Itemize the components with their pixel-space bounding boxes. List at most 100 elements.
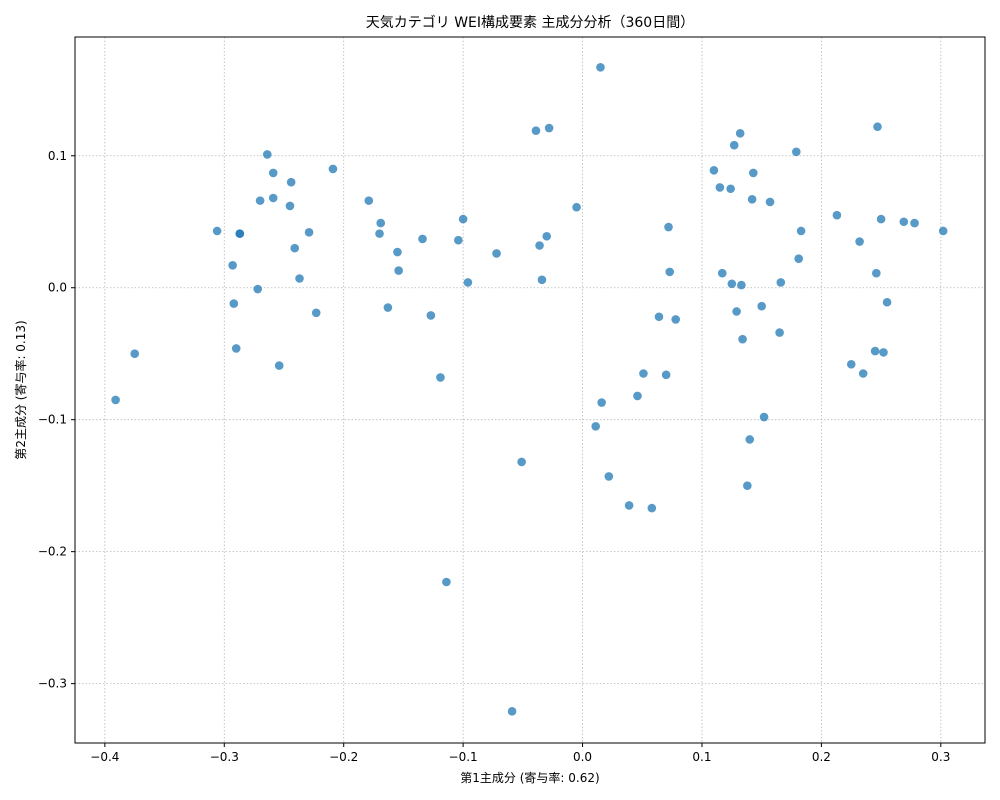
x-axis-ticks: −0.4 −0.3 −0.2 −0.1 0.0 0.1 0.2 0.3 bbox=[90, 743, 950, 764]
data-point bbox=[735, 129, 745, 138]
data-point bbox=[879, 348, 888, 357]
y-tick-label: −0.3 bbox=[38, 677, 67, 691]
data-point bbox=[268, 193, 278, 203]
data-point bbox=[870, 346, 880, 356]
data-point bbox=[717, 268, 727, 278]
data-point bbox=[747, 195, 757, 204]
y-axis-label: 第2主成分 (寄与率: 0.13) bbox=[13, 320, 28, 459]
data-point bbox=[463, 278, 473, 287]
data-point bbox=[255, 196, 265, 205]
data-point bbox=[855, 237, 864, 246]
data-point bbox=[531, 126, 541, 135]
y-axis-ticks: −0.3 −0.2 −0.1 0.0 0.1 bbox=[38, 149, 75, 691]
data-point bbox=[715, 183, 725, 192]
data-point bbox=[654, 312, 664, 322]
x-tick-label: 0.2 bbox=[812, 750, 831, 764]
x-tick-label: −0.2 bbox=[329, 750, 358, 764]
data-point bbox=[507, 707, 517, 716]
data-point bbox=[647, 503, 657, 513]
data-point bbox=[442, 577, 451, 587]
data-point bbox=[304, 228, 314, 237]
data-point bbox=[624, 501, 634, 510]
data-point bbox=[743, 481, 752, 490]
data-point bbox=[858, 369, 868, 378]
x-tick-label: 0.3 bbox=[931, 750, 950, 764]
data-point bbox=[729, 140, 739, 150]
y-tick-label: −0.1 bbox=[38, 413, 67, 427]
data-point bbox=[364, 196, 374, 205]
data-point bbox=[876, 214, 886, 224]
y-tick-label: −0.2 bbox=[38, 545, 67, 559]
data-point bbox=[394, 266, 403, 275]
chart-title: 天気カテゴリ WEI構成要素 主成分分析（360日間） bbox=[366, 14, 694, 31]
data-point bbox=[376, 218, 386, 228]
data-point bbox=[535, 241, 544, 250]
data-point bbox=[597, 398, 606, 407]
data-point bbox=[229, 299, 239, 308]
data-point bbox=[375, 229, 384, 238]
data-point bbox=[604, 472, 614, 481]
x-tick-label: −0.3 bbox=[210, 750, 239, 764]
data-point bbox=[290, 243, 300, 253]
data-point bbox=[846, 359, 856, 369]
data-point bbox=[732, 307, 741, 316]
data-point bbox=[253, 284, 263, 294]
data-point bbox=[328, 164, 338, 174]
y-tick-label: 0.1 bbox=[48, 149, 67, 163]
data-point bbox=[737, 280, 746, 290]
data-point bbox=[738, 334, 747, 344]
data-point bbox=[212, 226, 222, 236]
data-point bbox=[832, 210, 842, 220]
data-point bbox=[537, 275, 547, 285]
data-point bbox=[633, 391, 642, 401]
x-axis-label: 第1主成分 (寄与率: 0.62) bbox=[460, 770, 599, 785]
data-point bbox=[111, 395, 120, 405]
data-point bbox=[231, 344, 241, 353]
data-point bbox=[295, 274, 304, 283]
data-point bbox=[796, 226, 806, 236]
data-point bbox=[709, 165, 719, 175]
data-point bbox=[727, 279, 737, 289]
data-point bbox=[899, 217, 909, 227]
data-point bbox=[792, 147, 801, 157]
data-point bbox=[542, 231, 552, 241]
data-point bbox=[938, 226, 948, 236]
data-point bbox=[873, 122, 882, 132]
data-point bbox=[765, 197, 775, 207]
grid bbox=[75, 37, 985, 743]
data-point bbox=[458, 214, 468, 224]
data-point bbox=[665, 267, 675, 277]
y-tick-label: 0.0 bbox=[48, 281, 67, 295]
data-point bbox=[418, 234, 427, 244]
data-point bbox=[454, 235, 463, 245]
data-point bbox=[749, 168, 758, 178]
data-point bbox=[671, 315, 680, 324]
data-point bbox=[882, 297, 892, 307]
data-point bbox=[794, 254, 804, 263]
x-tick-label: −0.4 bbox=[90, 750, 119, 764]
data-point bbox=[664, 222, 673, 232]
data-point bbox=[726, 184, 735, 194]
data-point bbox=[262, 150, 272, 159]
data-point bbox=[591, 421, 600, 431]
data-point bbox=[775, 328, 784, 337]
data-point bbox=[759, 412, 769, 422]
plot-frame bbox=[74, 36, 986, 744]
data-point bbox=[235, 229, 245, 238]
data-point bbox=[517, 457, 526, 467]
data-point bbox=[268, 168, 278, 178]
data-point bbox=[228, 260, 237, 270]
data-point bbox=[274, 361, 284, 370]
data-point bbox=[492, 249, 501, 258]
data-point bbox=[872, 268, 881, 278]
data-point bbox=[572, 202, 581, 212]
data-point bbox=[130, 349, 140, 359]
data-point bbox=[393, 247, 402, 257]
x-tick-label: 0.0 bbox=[573, 750, 592, 764]
data-point bbox=[285, 201, 295, 211]
data-points bbox=[111, 63, 948, 716]
data-point bbox=[596, 63, 605, 72]
data-point bbox=[426, 311, 436, 320]
data-point bbox=[745, 435, 755, 444]
